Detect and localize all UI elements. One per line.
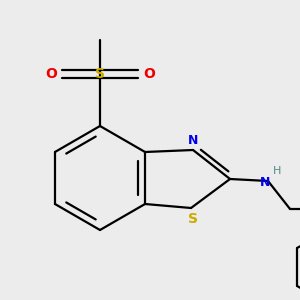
Text: S: S xyxy=(188,212,198,226)
Text: O: O xyxy=(45,67,57,81)
Text: N: N xyxy=(260,176,270,190)
Text: S: S xyxy=(95,67,105,81)
Text: H: H xyxy=(273,166,281,176)
Text: N: N xyxy=(188,134,198,146)
Text: O: O xyxy=(143,67,155,81)
